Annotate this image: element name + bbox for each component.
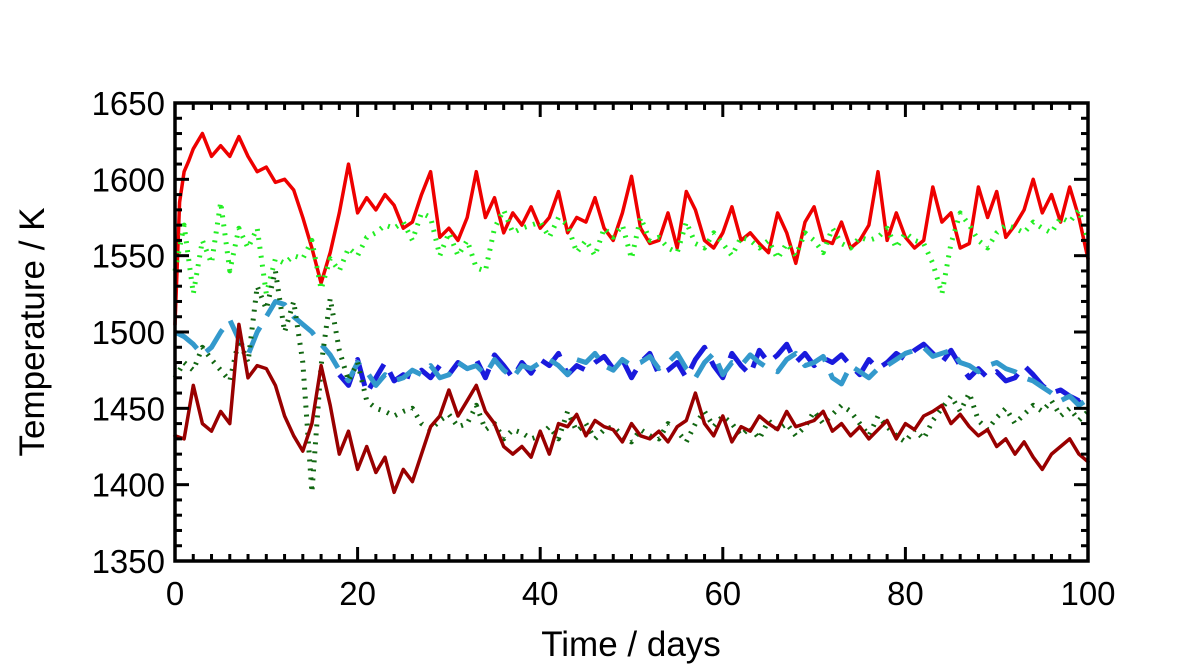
x-tick-label: 80 (887, 575, 924, 612)
x-tick-label: 0 (166, 575, 184, 612)
series-layer (172, 131, 1091, 495)
y-tick-label: 1550 (92, 238, 165, 275)
tick-labels: 0 20 40 60 80 100 1350 1400 1450 1500 1550 1600 1650 (92, 85, 1116, 612)
x-tick-label: 20 (339, 575, 376, 612)
x-tick-label: 100 (1060, 575, 1115, 612)
y-axis-label: Temperature / K (13, 208, 52, 457)
y-tick-label: 1450 (92, 390, 165, 427)
y-tick-label: 1400 (92, 467, 165, 504)
series-red-solid (173, 131, 1090, 327)
series-darkred-solid (173, 322, 1090, 495)
plot-frame (173, 101, 1090, 563)
y-tick-label: 1350 (92, 543, 165, 580)
y-tick-label: 1600 (92, 161, 165, 198)
x-tick-label: 60 (704, 575, 741, 612)
x-tick-label: 40 (522, 575, 559, 612)
x-axis-label: Time / days (541, 625, 721, 664)
series-darkgreen-dotted (172, 268, 1090, 495)
y-tick-label: 1500 (92, 314, 165, 351)
y-tick-label: 1650 (92, 85, 165, 122)
series-lightblue-dashed (173, 299, 1090, 408)
